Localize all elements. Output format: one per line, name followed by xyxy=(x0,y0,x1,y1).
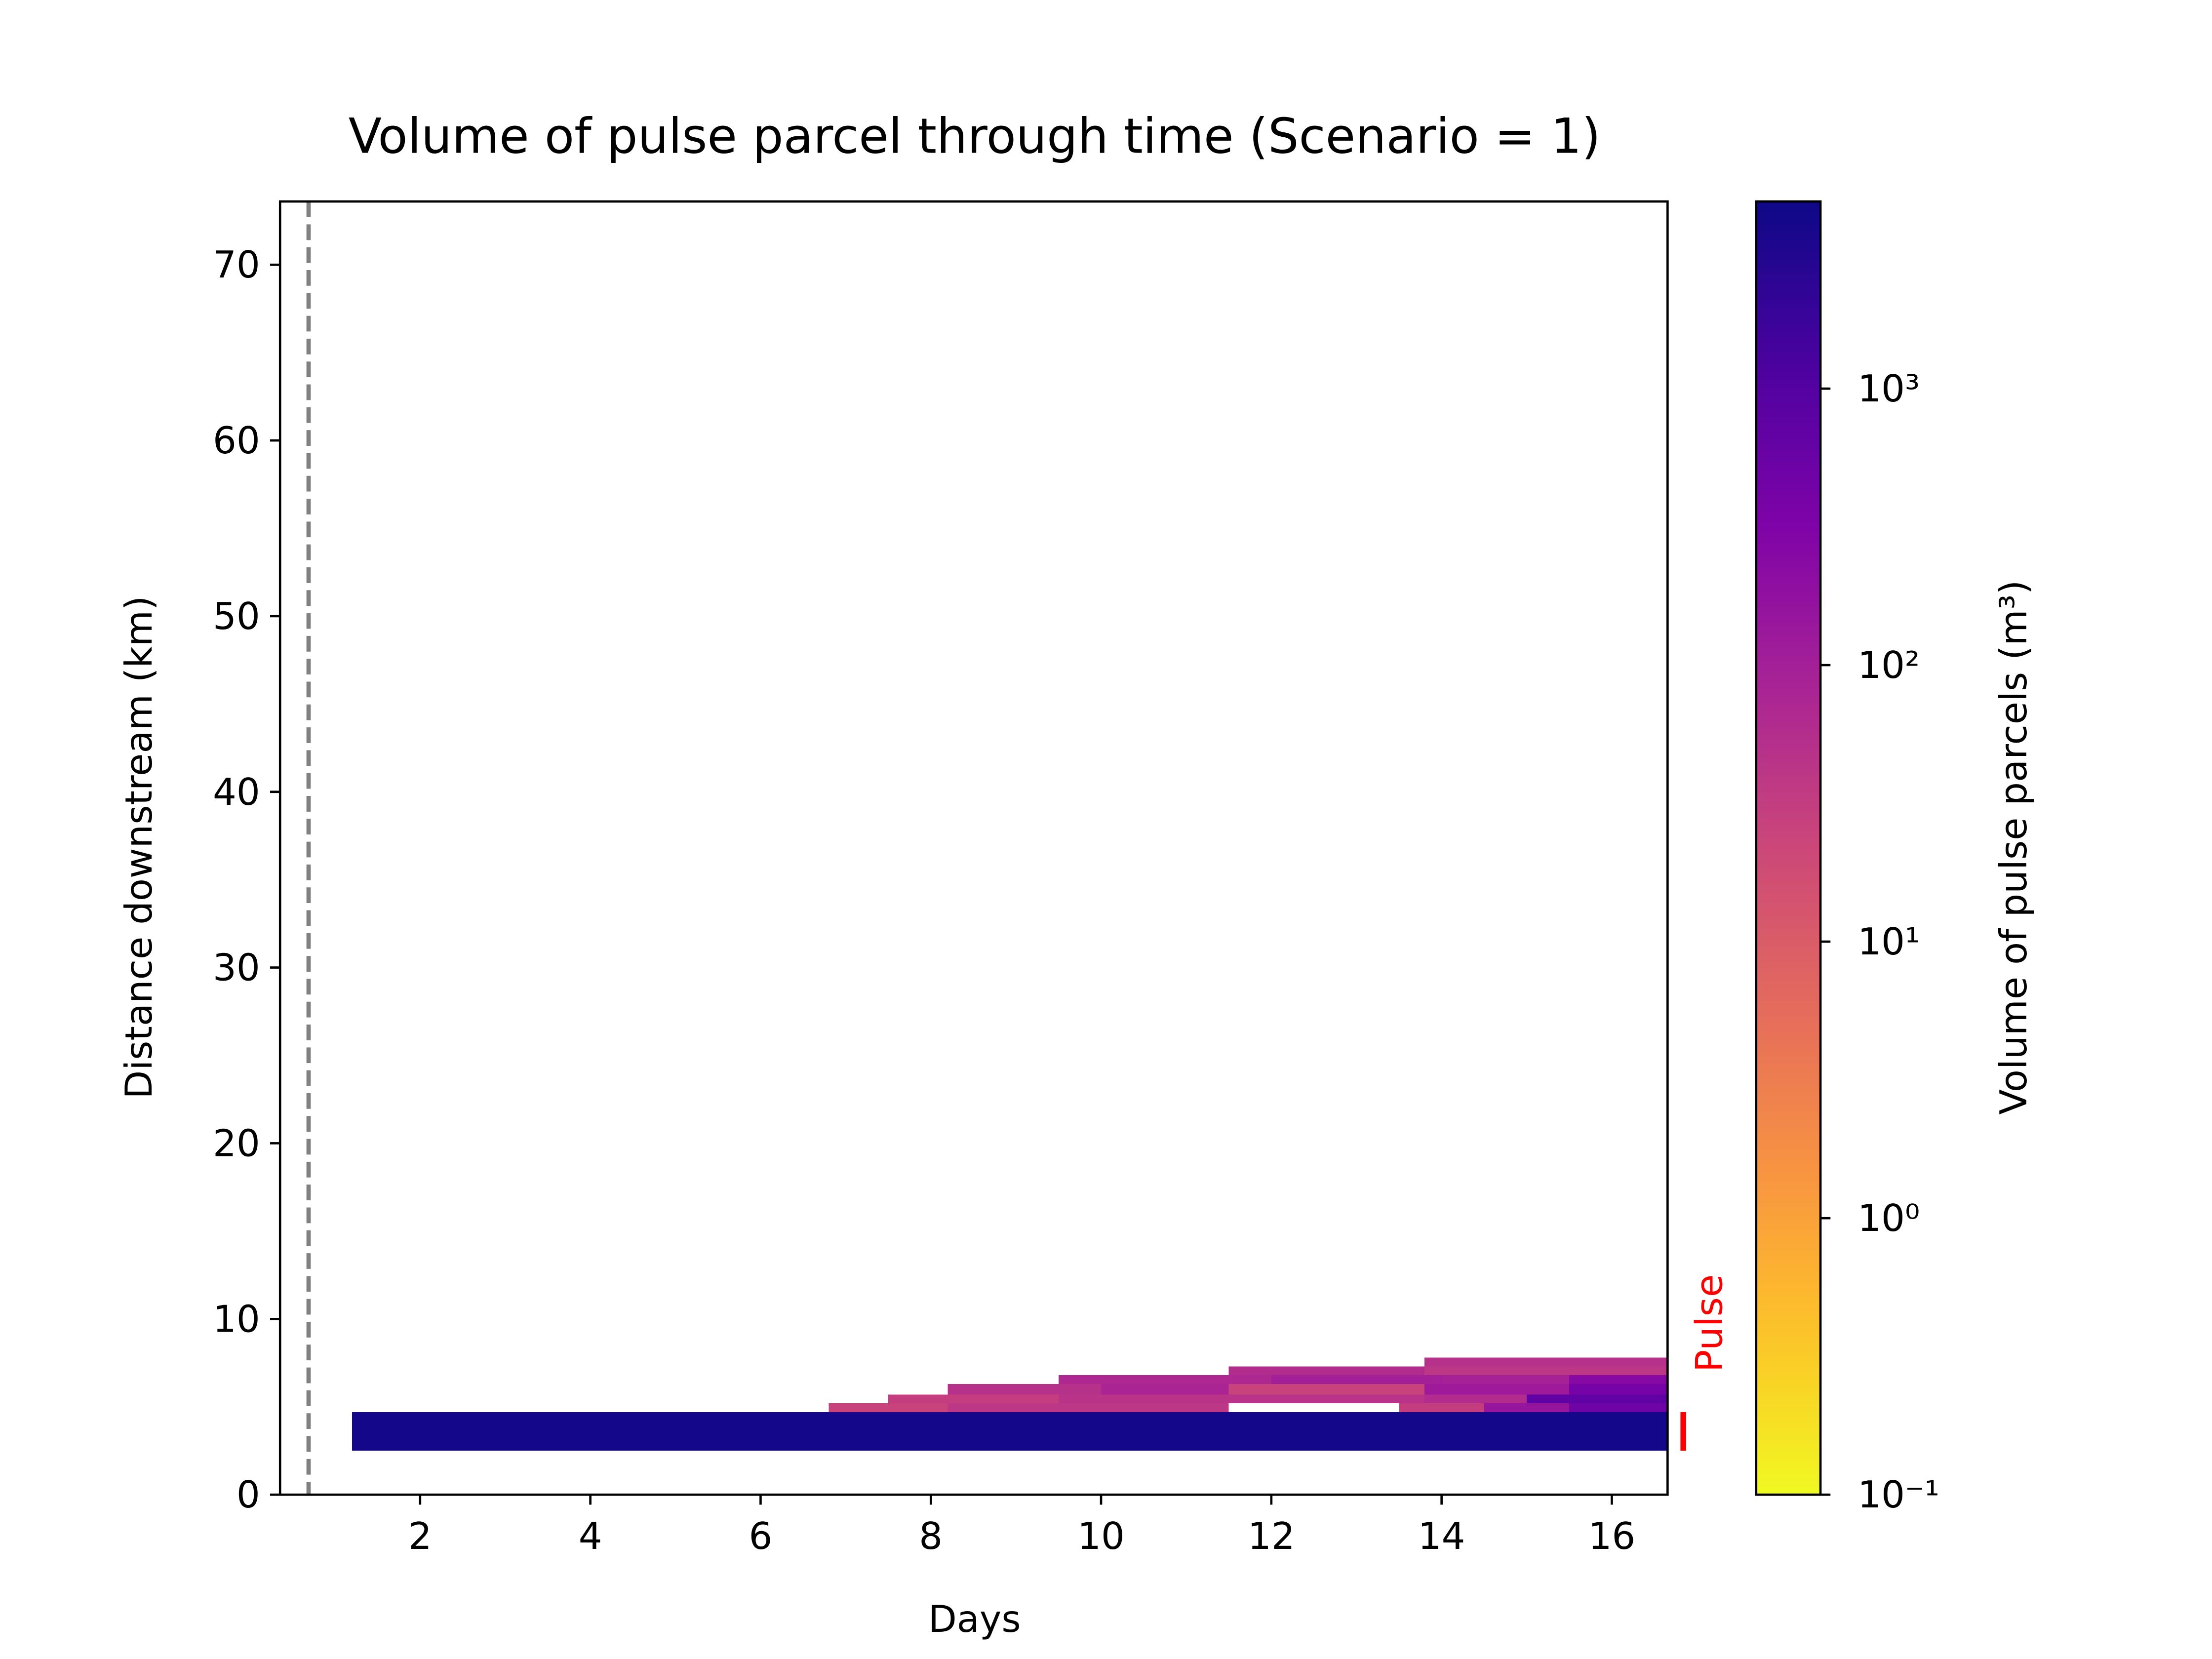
x-axis-label: Days xyxy=(928,1597,1021,1641)
heat-cell xyxy=(1569,1383,1668,1395)
heat-cell xyxy=(1424,1394,1527,1404)
heat-cell xyxy=(1228,1366,1425,1376)
heat-cell xyxy=(1271,1375,1442,1384)
heat-cell xyxy=(1058,1375,1271,1384)
heat-cell xyxy=(352,1412,1668,1451)
heat-cell xyxy=(1424,1357,1668,1367)
heat-cell xyxy=(888,1394,1059,1404)
x-tick-label: 16 xyxy=(1588,1514,1636,1558)
pulse-label: Pulse xyxy=(1687,1274,1731,1372)
heat-cell xyxy=(1484,1403,1570,1412)
heat-cell xyxy=(829,1403,948,1412)
heat-cell xyxy=(1441,1375,1570,1384)
heat-cell xyxy=(1527,1394,1668,1404)
colorbar-tick-label: 10⁻¹ xyxy=(1857,1473,1939,1516)
colorbar-tick-label: 10⁰ xyxy=(1857,1196,1920,1240)
y-tick-label: 50 xyxy=(213,594,260,638)
x-tick-label: 2 xyxy=(408,1514,432,1558)
y-axis-label: Distance downstream (km) xyxy=(117,596,160,1099)
heat-cell xyxy=(1058,1394,1425,1404)
heat-cell xyxy=(948,1403,1229,1412)
heat-cell xyxy=(948,1383,1102,1395)
x-tick-label: 14 xyxy=(1418,1514,1465,1558)
colorbar-tick-label: 10² xyxy=(1857,643,1920,687)
x-tick-label: 10 xyxy=(1077,1514,1125,1558)
colorbar xyxy=(1755,200,1822,1496)
colorbar-label: Volume of pulse parcels (m³) xyxy=(1992,580,2035,1115)
heat-cell xyxy=(1424,1383,1570,1395)
heat-cell xyxy=(1228,1383,1425,1395)
y-tick-label: 60 xyxy=(213,419,260,462)
x-tick-label: 6 xyxy=(749,1514,772,1558)
x-tick-label: 4 xyxy=(579,1514,602,1558)
heat-cell xyxy=(1569,1375,1668,1384)
x-tick-label: 8 xyxy=(919,1514,943,1558)
y-tick-label: 10 xyxy=(213,1297,260,1341)
y-tick-label: 0 xyxy=(237,1473,260,1516)
heat-cell xyxy=(1101,1383,1229,1395)
y-tick-label: 40 xyxy=(213,770,260,814)
heat-cell xyxy=(1569,1403,1668,1412)
chart-title: Volume of pulse parcel through time (Sce… xyxy=(349,109,1601,165)
x-tick-label: 12 xyxy=(1248,1514,1295,1558)
y-tick-label: 70 xyxy=(213,243,260,286)
y-tick-label: 30 xyxy=(213,946,260,989)
heat-cell xyxy=(1399,1403,1484,1412)
colorbar-tick-label: 10³ xyxy=(1857,367,1920,410)
y-tick-label: 20 xyxy=(213,1122,260,1165)
colorbar-tick-label: 10¹ xyxy=(1857,920,1920,963)
axes-frame xyxy=(278,200,1669,1496)
heat-cell xyxy=(1424,1366,1668,1376)
